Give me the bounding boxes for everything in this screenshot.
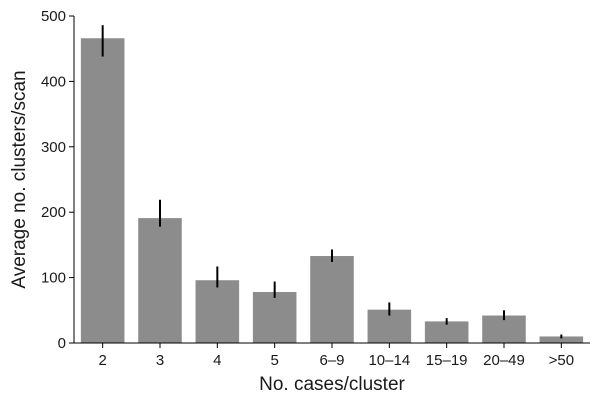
y-tick-label-5: 500	[41, 8, 66, 25]
y-axis-title: Average no. clusters/scan	[9, 70, 30, 288]
bar-4	[310, 256, 354, 343]
bar-3	[252, 291, 297, 343]
y-tick-label-3: 300	[41, 139, 66, 156]
x-tick-label-0: 2	[98, 352, 106, 369]
y-tick-label-2: 200	[41, 204, 66, 221]
x-tick-label-7: 20–49	[483, 352, 525, 369]
x-tick-label-3: 5	[270, 352, 278, 369]
bar-2	[195, 280, 240, 343]
x-tick-label-6: 15–19	[426, 352, 468, 369]
y-tick-label-4: 400	[41, 73, 66, 90]
x-tick-label-1: 3	[156, 352, 164, 369]
x-tick-label-2: 4	[213, 352, 221, 369]
y-tick-label-0: 0	[58, 335, 66, 352]
x-axis-title: No. cases/cluster	[259, 374, 405, 395]
bar-6	[424, 321, 469, 343]
x-tick-label-4: 6–9	[319, 352, 344, 369]
bar-0	[80, 38, 125, 344]
y-tick-label-1: 100	[41, 270, 66, 287]
bar-1	[138, 218, 182, 343]
bar-8	[539, 336, 584, 343]
x-tick-label-8: >50	[549, 352, 574, 369]
x-tick-label-5: 10–14	[368, 352, 410, 369]
